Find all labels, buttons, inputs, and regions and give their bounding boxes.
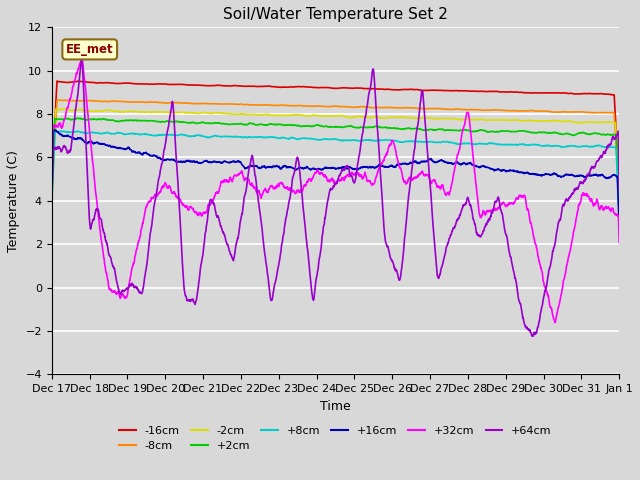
-16cm: [500, 89, 508, 95]
-2cm: [581, 120, 589, 125]
Line: -16cm: -16cm: [52, 81, 619, 187]
+16cm: [51, 127, 58, 133]
+64cm: [77, 58, 85, 63]
+64cm: [500, 227, 508, 232]
-8cm: [206, 101, 214, 107]
-16cm: [53, 78, 61, 84]
+32cm: [352, 170, 360, 176]
Y-axis label: Temperature (C): Temperature (C): [7, 150, 20, 252]
+2cm: [581, 131, 589, 136]
Text: EE_met: EE_met: [66, 43, 113, 56]
-8cm: [55, 97, 63, 103]
-8cm: [565, 109, 573, 115]
+2cm: [74, 115, 81, 121]
Line: +64cm: +64cm: [52, 60, 619, 336]
+64cm: [365, 93, 372, 99]
+32cm: [48, 205, 56, 211]
X-axis label: Time: Time: [320, 400, 351, 413]
Line: -8cm: -8cm: [52, 100, 619, 196]
+8cm: [565, 144, 573, 149]
+8cm: [206, 134, 214, 140]
-8cm: [365, 104, 372, 110]
+2cm: [500, 128, 508, 134]
-2cm: [61, 106, 68, 112]
-16cm: [565, 91, 573, 96]
+8cm: [500, 142, 508, 147]
+2cm: [615, 205, 623, 211]
+2cm: [365, 124, 372, 130]
Line: -2cm: -2cm: [52, 109, 619, 200]
+32cm: [206, 203, 214, 208]
+64cm: [566, 194, 573, 200]
Legend: -16cm, -8cm, -2cm, +2cm, +8cm, +16cm, +32cm, +64cm: -16cm, -8cm, -2cm, +2cm, +8cm, +16cm, +3…: [115, 421, 556, 456]
+8cm: [74, 128, 81, 134]
-16cm: [352, 85, 360, 91]
+64cm: [206, 197, 214, 203]
+16cm: [352, 167, 360, 172]
-16cm: [365, 86, 372, 92]
+32cm: [581, 192, 589, 198]
+2cm: [352, 125, 360, 131]
+64cm: [48, 216, 56, 221]
-8cm: [48, 191, 56, 197]
+16cm: [581, 174, 589, 180]
+8cm: [365, 137, 372, 143]
+2cm: [48, 197, 56, 203]
-8cm: [500, 108, 508, 113]
-16cm: [581, 91, 589, 96]
-16cm: [48, 181, 56, 187]
-8cm: [352, 105, 360, 110]
+32cm: [615, 240, 623, 245]
Line: +16cm: +16cm: [52, 130, 619, 229]
+16cm: [206, 159, 214, 165]
-2cm: [365, 115, 372, 120]
+32cm: [365, 178, 372, 183]
+8cm: [615, 212, 623, 217]
+8cm: [581, 143, 589, 149]
+64cm: [615, 187, 623, 193]
+16cm: [500, 168, 508, 173]
+2cm: [565, 132, 573, 137]
-16cm: [615, 184, 623, 190]
+16cm: [48, 202, 56, 207]
-8cm: [615, 193, 623, 199]
-8cm: [581, 109, 589, 115]
Line: +32cm: +32cm: [52, 59, 619, 323]
+16cm: [565, 172, 573, 178]
-2cm: [352, 114, 360, 120]
+32cm: [551, 320, 559, 325]
+2cm: [206, 120, 214, 126]
-2cm: [206, 110, 214, 116]
+32cm: [77, 56, 85, 62]
-2cm: [500, 117, 508, 122]
+8cm: [48, 204, 56, 210]
-2cm: [48, 195, 56, 201]
Line: +8cm: +8cm: [52, 131, 619, 215]
Line: +2cm: +2cm: [52, 118, 619, 208]
-2cm: [615, 197, 623, 203]
+32cm: [566, 250, 573, 255]
-2cm: [565, 118, 573, 124]
+64cm: [581, 177, 589, 183]
+16cm: [615, 226, 623, 232]
+32cm: [500, 201, 508, 207]
-16cm: [206, 83, 214, 88]
+16cm: [365, 165, 372, 170]
Title: Soil/Water Temperature Set 2: Soil/Water Temperature Set 2: [223, 7, 448, 22]
+8cm: [352, 137, 360, 143]
+64cm: [529, 333, 536, 339]
+64cm: [352, 172, 360, 178]
